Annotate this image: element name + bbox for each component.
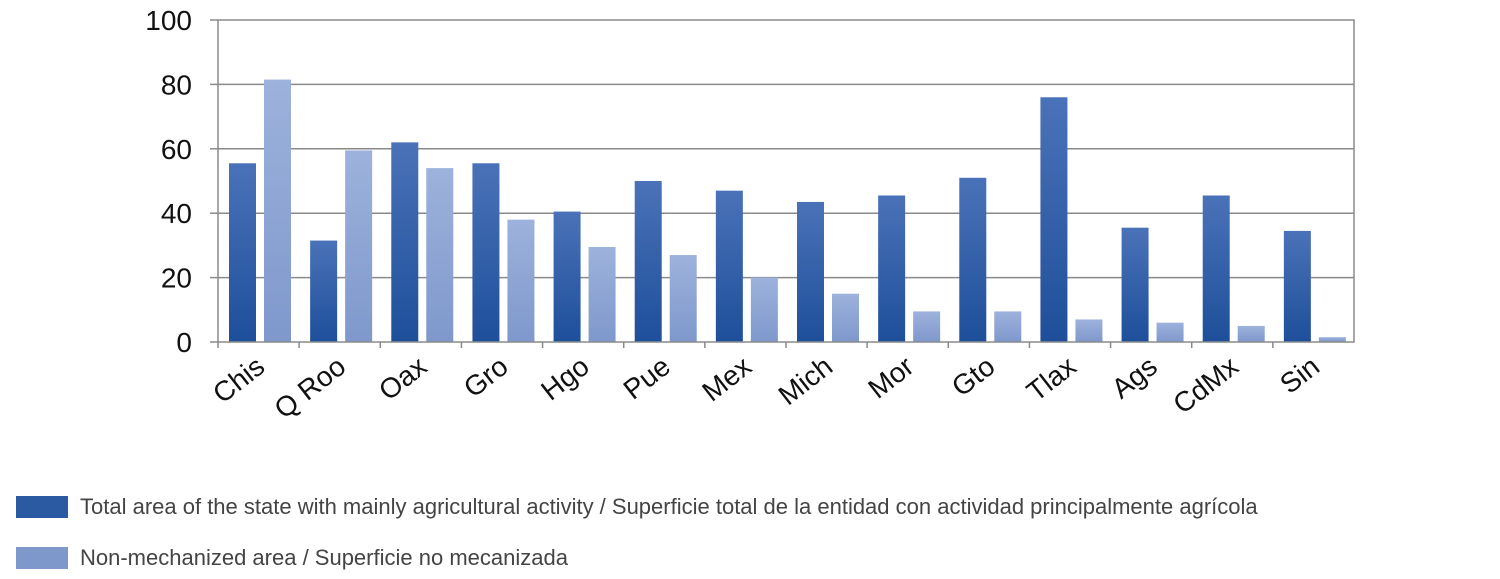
bar-total-area [553,211,581,342]
legend-label-non-mechanized: Non-mechanized area / Superficie no meca… [80,545,568,570]
bar-non-mechanized [669,255,697,342]
bar-total-area [1121,227,1149,342]
legend-item-non-mechanized: Non-mechanized area / Superficie no meca… [16,545,568,571]
x-category-label: Chis [207,350,270,409]
bar-total-area [472,163,500,342]
x-category-label: Gto [946,350,1001,402]
x-category-label: Sin [1274,350,1325,399]
x-category-label: Mich [773,350,839,411]
bar-non-mechanized [1075,319,1103,342]
bar-total-area [878,195,906,342]
bar-non-mechanized [750,277,778,342]
bar-non-mechanized [1318,337,1346,342]
x-category-label: Mex [696,350,757,407]
bar-non-mechanized [345,150,373,342]
bar-non-mechanized [264,79,291,342]
bar-total-area [310,240,338,342]
bar-non-mechanized [1156,322,1184,342]
x-category-label: Hgo [535,350,595,406]
bar-non-mechanized [994,311,1022,342]
legend-label-total-area: Total area of the state with mainly agri… [80,494,1258,519]
legend-item-total-area: Total area of the state with mainly agri… [16,494,1258,520]
bar-total-area [229,163,256,342]
bar-total-area [1202,195,1230,342]
x-category-label: Ags [1106,350,1163,404]
legend-swatch-total-area [16,496,68,518]
x-category-label: Pue [618,350,676,405]
bar-total-area [959,177,987,342]
plot-frame [217,19,1355,343]
x-category-label: Oax [373,350,433,406]
bar-total-area [797,201,824,342]
bar-total-area [1040,97,1068,342]
bar-total-area [715,190,743,342]
x-category-label: Tlax [1021,350,1082,407]
bar-non-mechanized [426,168,454,342]
y-tick-label: 0 [176,327,192,358]
x-category-label: Gro [458,350,514,403]
y-tick-label: 80 [161,69,192,100]
y-tick-label: 100 [145,5,192,36]
bar-non-mechanized [507,219,535,342]
y-tick-label: 60 [161,134,192,165]
x-category-label: Q Roo [269,350,352,424]
x-category-label: CdMx [1167,350,1244,419]
bar-non-mechanized [588,247,616,342]
legend-swatch-non-mechanized [16,547,68,569]
bar-total-area [1283,230,1311,342]
y-tick-label: 20 [161,263,192,294]
bar-total-area [634,181,662,342]
x-category-label: Mor [862,350,919,404]
bar-total-area [391,142,419,342]
bar-non-mechanized [1237,325,1265,342]
bar-non-mechanized [832,293,859,342]
y-tick-label: 40 [161,198,192,229]
bar-non-mechanized [913,311,941,342]
